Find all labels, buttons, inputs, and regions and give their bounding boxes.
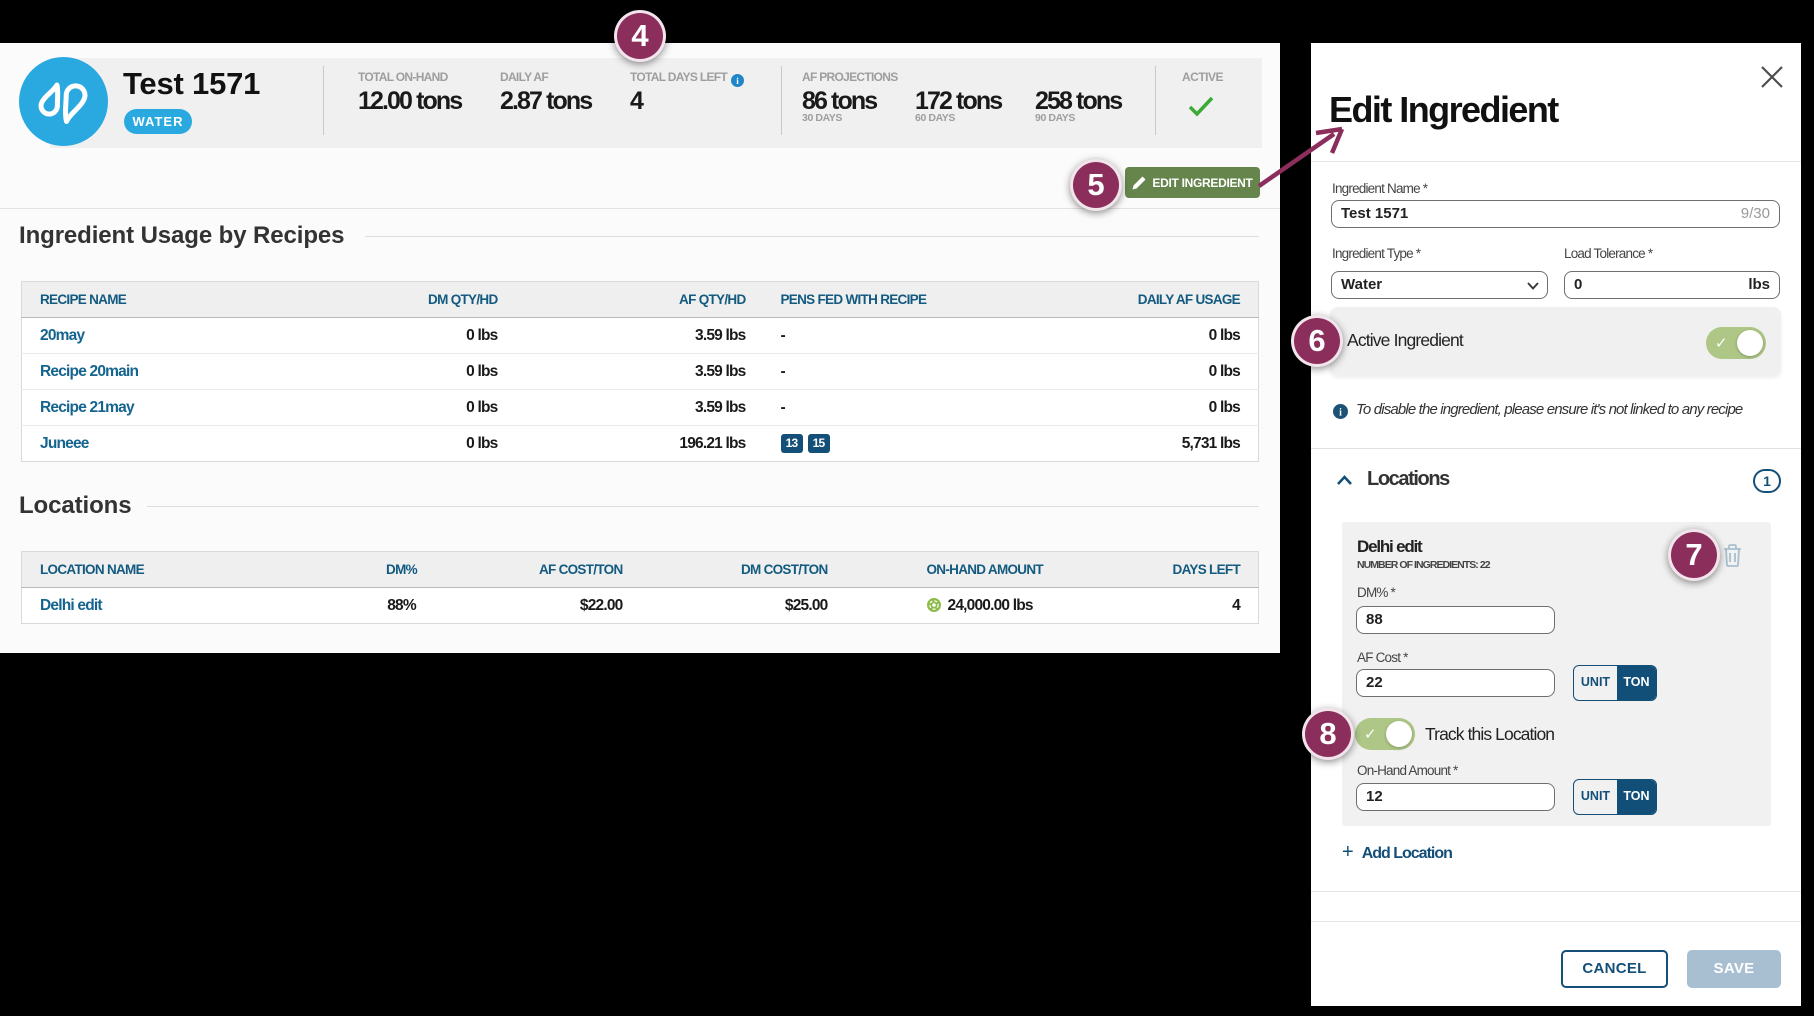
svg-text:i: i: [736, 76, 739, 86]
svg-text:i: i: [1339, 408, 1342, 419]
